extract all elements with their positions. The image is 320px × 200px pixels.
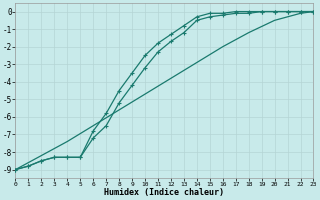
X-axis label: Humidex (Indice chaleur): Humidex (Indice chaleur) [105, 188, 225, 197]
